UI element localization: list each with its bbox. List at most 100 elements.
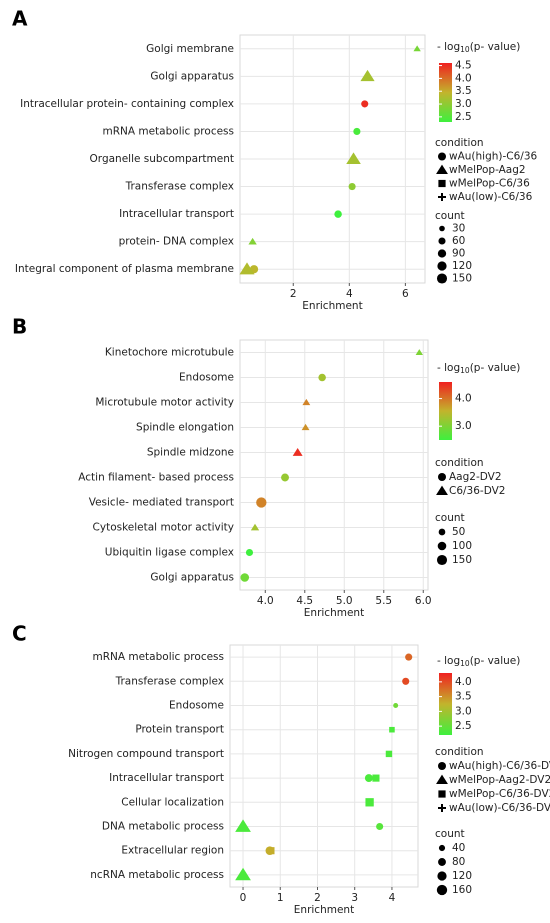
- colorbar-tick-label: 4.0: [455, 72, 472, 84]
- point: [240, 573, 250, 582]
- category-label: mRNA metabolic process: [102, 125, 234, 137]
- legend-label: wMelPop-C6/36-DV2: [449, 788, 550, 800]
- size-legend-dot: [438, 844, 446, 852]
- size-legend-label: 150: [452, 273, 472, 285]
- legend-title: condition: [435, 137, 484, 149]
- category-label: Intracellular protein- containing comple…: [20, 98, 234, 110]
- size-legend-label: 40: [452, 842, 465, 854]
- colorbar: [439, 63, 452, 122]
- legend-label: wAu(low)-C6/36: [449, 191, 533, 203]
- point: [248, 237, 257, 245]
- point: [385, 750, 393, 758]
- category-label: ncRNA metabolic process: [90, 869, 224, 881]
- size-legend-dot: [439, 225, 445, 232]
- x-tick-label: 3: [351, 892, 358, 904]
- legend-label: C6/36-DV2: [449, 485, 505, 497]
- size-legend-label: 100: [452, 540, 472, 552]
- size-legend-label: 30: [452, 223, 465, 235]
- colorbar-tick-label: 3.5: [455, 691, 472, 703]
- x-tick-label: 1: [277, 892, 284, 904]
- colorbar-title-prefix: - log: [437, 41, 460, 53]
- point: [250, 523, 260, 531]
- point: [302, 398, 311, 406]
- legend-symbol: [438, 179, 446, 188]
- category-label: Microtubule motor activity: [95, 397, 234, 409]
- x-axis-title: Enrichment: [302, 300, 362, 312]
- point: [361, 100, 369, 108]
- legend-label: wMelPop-Aag2-DV2: [449, 774, 550, 786]
- point: [348, 182, 356, 191]
- size-legend-label: 80: [452, 856, 465, 868]
- point: [256, 497, 267, 508]
- legend-title: condition: [435, 746, 484, 758]
- size-legend-label: 120: [452, 260, 472, 272]
- colorbar-title: - log10(p- value): [437, 362, 520, 375]
- size-legend-dot: [436, 273, 448, 284]
- legend-label: Aag2-DV2: [449, 471, 502, 483]
- legend-label: wMelPop-Aag2: [449, 164, 526, 176]
- size-legend-label: 50: [452, 526, 465, 538]
- point: [364, 774, 373, 783]
- size-legend-dot: [437, 871, 447, 881]
- x-tick-label: 4.5: [296, 595, 313, 607]
- x-tick-label: 5.0: [336, 595, 353, 607]
- category-label: Extracellular region: [121, 845, 224, 857]
- point: [235, 867, 251, 881]
- legend-label: wAu(high)-C6/36: [449, 151, 538, 163]
- category-label: Nitrogen compound transport: [68, 748, 224, 760]
- category-label: Spindle midzone: [147, 447, 234, 459]
- point: [365, 798, 374, 807]
- point: [346, 152, 361, 164]
- size-legend-dot: [437, 249, 447, 258]
- point: [334, 210, 342, 218]
- category-label: DNA metabolic process: [102, 821, 224, 833]
- colorbar-title-suffix: (p- value): [470, 655, 521, 667]
- size-legend-dot: [436, 884, 448, 896]
- x-tick-label: 4.0: [257, 595, 274, 607]
- category-label: Golgi membrane: [146, 43, 234, 55]
- legend-label: wMelPop-C6/36: [449, 178, 530, 190]
- x-tick-label: 4: [389, 892, 396, 904]
- x-axis-title: Enrichment: [304, 607, 364, 619]
- colorbar-tick-label: 4.5: [455, 60, 472, 72]
- category-label: Actin filament- based process: [78, 472, 234, 484]
- category-label: Endosome: [179, 372, 234, 384]
- legend-symbol: [436, 485, 448, 496]
- point: [415, 349, 423, 356]
- category-label: Integral component of plasma membrane: [15, 263, 234, 275]
- legend-symbol: [436, 774, 448, 785]
- legend-symbol: [438, 193, 446, 201]
- category-label: Ubiquitin ligase complex: [105, 547, 234, 559]
- colorbar-title-prefix: - log: [437, 362, 460, 374]
- point: [318, 373, 326, 382]
- x-tick-label: 5.5: [375, 595, 392, 607]
- x-tick-label: 2: [290, 288, 297, 300]
- size-legend-label: 160: [452, 884, 472, 896]
- point: [413, 45, 421, 52]
- size-legend-dot: [438, 237, 446, 245]
- category-label: Protein transport: [135, 724, 224, 736]
- legend-label: wAu(low)-C6/36-DV2: [449, 802, 550, 814]
- colorbar-title-sub: 10: [460, 366, 470, 375]
- category-label: Transferase complex: [115, 675, 224, 687]
- point: [393, 703, 399, 708]
- point: [267, 847, 275, 855]
- point: [360, 69, 375, 82]
- colorbar-tick-label: 3.0: [455, 98, 472, 110]
- colorbar-tick-label: 3.0: [455, 705, 472, 717]
- legend-symbol: [438, 790, 446, 798]
- point: [239, 262, 255, 275]
- legend-symbol: [438, 804, 446, 812]
- legend-label: wAu(high)-C6/36-DV2: [449, 760, 550, 772]
- category-label: Golgi apparatus: [150, 572, 234, 584]
- category-label: protein- DNA complex: [119, 236, 234, 248]
- colorbar-tick-label: 4.0: [455, 676, 472, 688]
- panel-letter: C: [12, 622, 27, 646]
- colorbar-title: - log10(p- value): [437, 41, 520, 54]
- plot-area: [239, 339, 429, 591]
- colorbar-tick-label: 2.5: [455, 720, 472, 732]
- colorbar: [439, 673, 452, 735]
- category-label: Vesicle- mediated transport: [89, 497, 234, 509]
- legend-symbol: [436, 164, 448, 175]
